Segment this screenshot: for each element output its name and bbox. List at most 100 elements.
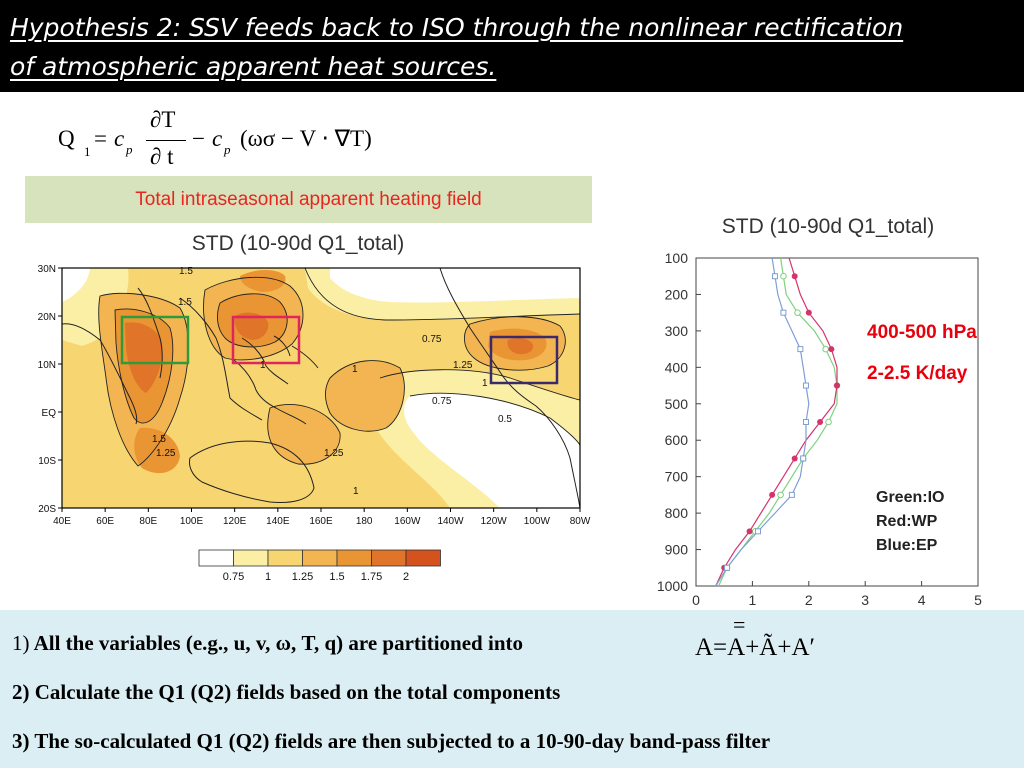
- series-marker: [755, 528, 762, 535]
- series-marker: [780, 309, 787, 316]
- y-tick-label: 400: [665, 359, 689, 375]
- lon-tick-label: 60E: [96, 516, 114, 527]
- x-tick-label: 0: [692, 592, 700, 608]
- map-title: STD (10-90d Q1_total): [192, 232, 404, 255]
- heating-field-banner: Total intraseasonal apparent heating fie…: [25, 176, 592, 223]
- method-panel: [0, 610, 1024, 768]
- lat-tick-label: 10S: [38, 456, 56, 467]
- series-marker: [802, 419, 809, 425]
- series-marker: [805, 309, 812, 316]
- legend-swatch: [336, 549, 372, 567]
- decomposition-overbar: =: [733, 612, 746, 637]
- y-tick-label: 100: [665, 250, 689, 266]
- title-line-1: Hypothesis 2: SSV feeds back to ISO thro…: [10, 13, 904, 42]
- series-marker: [746, 528, 753, 535]
- series-marker: [777, 491, 784, 499]
- lon-tick-label: 120E: [223, 516, 247, 527]
- coastlines: [62, 268, 580, 508]
- formula-numerator: ∂T: [150, 107, 176, 132]
- method-step-3: 3) The so-calculated Q1 (Q2) fields are …: [12, 729, 771, 753]
- series-marker: [802, 382, 809, 389]
- y-tick-label: 300: [665, 323, 689, 339]
- legend-level-label: 0.75: [223, 571, 244, 583]
- series-marker: [834, 382, 840, 389]
- contours: [98, 268, 580, 467]
- series-marker: [800, 455, 807, 462]
- series-marker: [828, 346, 835, 353]
- formula-lhs: Q: [58, 126, 75, 151]
- slide-title: Hypothesis 2: SSV feeds back to ISO thro…: [10, 8, 1010, 86]
- formula-minus: −: [192, 126, 205, 151]
- series-marker: [724, 564, 731, 571]
- legend-swatch: [371, 549, 407, 567]
- lon-tick-label: 160W: [394, 516, 421, 527]
- series-marker: [788, 491, 795, 498]
- contour-label: 1: [482, 378, 488, 389]
- profile-legend-entry: Blue:EP: [876, 537, 938, 554]
- contour-label: 1.5: [152, 434, 166, 445]
- series-marker: [822, 345, 830, 353]
- formula-cp: c: [114, 126, 125, 151]
- formula-paren-term: (ωσ − V ⋅ ∇T): [240, 126, 372, 151]
- lon-tick-label: 120W: [481, 516, 508, 527]
- series-marker: [794, 309, 801, 316]
- contour-label: 0.75: [432, 396, 452, 407]
- x-tick-label: 3: [861, 592, 869, 608]
- lon-tick-label: 140W: [437, 516, 464, 527]
- contour-label: 1.25: [324, 448, 344, 459]
- contour-label: 1: [353, 486, 359, 497]
- step-1-text: All the variables (e.g., u, v, ω, T, q) …: [29, 631, 523, 655]
- series-marker: [797, 346, 804, 353]
- lon-tick-label: 100W: [524, 516, 551, 527]
- legend-level-label: 1.5: [329, 571, 344, 583]
- formula-cp-sub-2: p: [224, 142, 231, 157]
- legend-level-label: 1: [265, 571, 271, 583]
- lat-tick-label: 20S: [38, 504, 56, 515]
- lon-tick-label: 80W: [570, 516, 591, 527]
- x-tick-label: 4: [918, 592, 926, 608]
- contour-label: 1.5: [178, 297, 192, 308]
- lat-tick-label: EQ: [42, 408, 57, 419]
- formula-lhs-sub: 1: [84, 144, 91, 159]
- series-marker: [780, 272, 787, 280]
- y-tick-label: 700: [665, 469, 689, 485]
- x-tick-label: 1: [749, 592, 757, 608]
- contour-label: 0.5: [498, 414, 512, 425]
- box-ep: [489, 335, 559, 385]
- profile-legend-entry: Green:IO: [876, 489, 944, 506]
- annotation-rate: 2-2.5 K/day: [867, 363, 968, 384]
- series-marker: [817, 419, 824, 425]
- profile-frame: [695, 257, 979, 587]
- formula-cp-2: c: [212, 126, 223, 151]
- box-io: [120, 315, 190, 365]
- legend-swatch: [198, 549, 234, 567]
- legend-swatch: [267, 549, 303, 567]
- y-tick-label: 600: [665, 432, 689, 448]
- y-tick-label: 900: [665, 542, 689, 558]
- legend-level-label: 2: [403, 571, 409, 583]
- method-step-2: 2) Calculate the Q1 (Q2) fields based on…: [12, 680, 561, 704]
- formula-denominator: ∂ t: [150, 144, 174, 169]
- legend-level-label: 1.75: [361, 571, 382, 583]
- contour-label: 1.25: [156, 448, 176, 459]
- lat-tick-label: 10N: [38, 360, 56, 371]
- contour-label: 1: [260, 360, 266, 371]
- lon-tick-label: 80E: [139, 516, 157, 527]
- lat-tick-label: 30N: [38, 264, 56, 275]
- banner-text: Total intraseasonal apparent heating fie…: [135, 188, 482, 210]
- title-line-2: of atmospheric apparent heat sources.: [10, 52, 497, 81]
- series-marker: [771, 273, 778, 280]
- legend-swatch: [405, 549, 441, 567]
- legend-swatch: [233, 549, 269, 567]
- x-tick-label: 5: [974, 592, 982, 608]
- contour-label: 1.25: [453, 360, 473, 371]
- contour-label: 1.5: [179, 266, 193, 277]
- profile-title: STD (10-90d Q1_total): [722, 215, 934, 238]
- y-tick-label: 1000: [657, 578, 688, 594]
- profile-legend: Green:IO Red:WP Blue:EP: [876, 489, 944, 554]
- lon-tick-label: 160E: [309, 516, 333, 527]
- lon-tick-label: 140E: [266, 516, 290, 527]
- profile-chart: STD (10-90d Q1_total) 100 200 300 400 500 600…: [657, 215, 982, 608]
